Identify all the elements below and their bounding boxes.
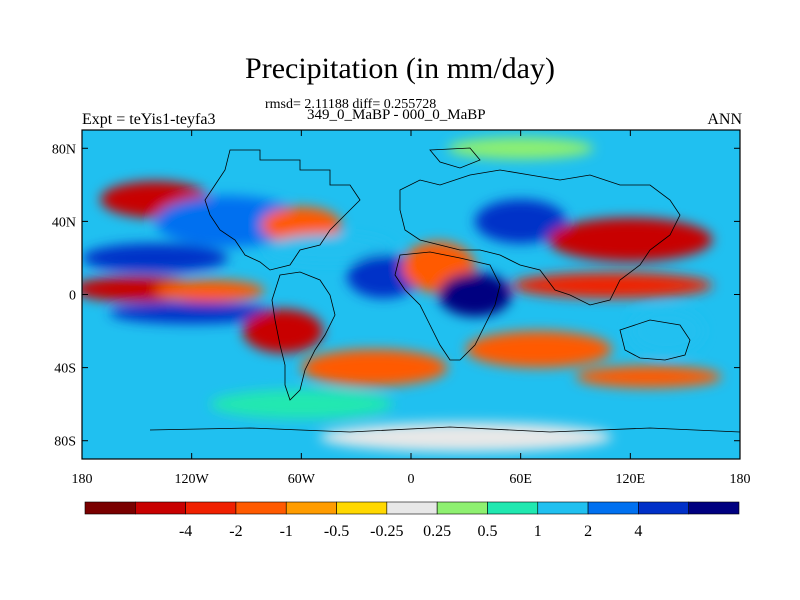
precip-region [474,199,567,244]
y-tick-label: 40S [54,362,76,377]
colorbar-swatch [638,501,689,515]
precip-region [155,195,302,247]
colorbar-swatch [185,501,237,515]
precip-region [155,279,265,302]
precip-region [242,309,324,353]
colorbar-label: 0.5 [477,523,497,540]
y-tick-label: 80N [52,142,76,157]
precip-region [347,254,421,299]
x-tick-label: 60E [509,472,532,487]
colorbar-swatch [487,501,539,515]
colorbar-label: -0.25 [370,523,403,540]
colorbar-swatch [235,501,287,515]
colorbar-label: 1 [534,523,542,540]
y-tick-label: 0 [69,289,76,304]
colorbar-label: 4 [634,523,642,540]
precip-region [438,272,512,317]
y-tick-label: 80S [54,435,76,450]
colorbar-swatch [135,501,186,515]
x-tick-label: 120E [616,472,646,487]
x-tick-label: 0 [408,472,415,487]
precip-region [319,422,613,452]
y-axis: 80N 40N 0 40S 80S [52,142,740,450]
x-tick-label: 120W [175,472,210,487]
colorbar: -4 -2 -1 -0.5 -0.25 0.25 0.5 1 2 4 [84,501,740,540]
x-axis: 180 120W 60W 0 60E 120E 180 [72,130,751,487]
precip-region [301,349,448,386]
coastline-outline [149,147,740,433]
precip-region [264,234,393,264]
season-label: ANN [707,111,742,128]
precipitation-field [82,130,740,459]
precip-region [465,331,613,368]
x-tick-label: 180 [730,472,751,487]
colorbar-label: -2 [229,523,242,540]
y-tick-label: 40N [52,215,76,230]
x-tick-label: 60W [288,472,316,487]
colorbar-swatch [688,501,740,515]
precip-region [109,301,274,324]
precip-region [209,389,393,419]
rmsd-diff-text: rmsd= 2.11188 diff= 0.255728 [265,97,437,112]
precip-region [630,309,704,353]
experiment-label: Expt = teYis1-teyfa3 [82,111,216,128]
colorbar-label: -4 [179,523,192,540]
precip-region [447,137,594,160]
colorbar-label: 2 [584,523,592,540]
precip-region [511,272,713,299]
colorbar-label: -0.5 [324,523,349,540]
precip-region [82,243,229,273]
colorbar-label: -1 [280,523,293,540]
colorbar-swatch [436,501,488,515]
colorbar-swatch [84,501,136,515]
precip-region [548,217,713,262]
colorbar-swatch [386,501,438,515]
colorbar-swatch [587,501,639,515]
colorbar-swatch [537,501,589,515]
experiment-runs-text: 349_0_MaBP - 000_0_MaBP [307,107,486,123]
x-tick-label: 180 [72,472,93,487]
precip-region [261,206,342,244]
colorbar-swatch [336,501,388,515]
colorbar-label: 0.25 [423,523,451,540]
chart-title: Precipitation (in mm/day) [245,52,555,85]
colorbar-swatch [285,501,337,515]
precip-region [575,365,722,388]
